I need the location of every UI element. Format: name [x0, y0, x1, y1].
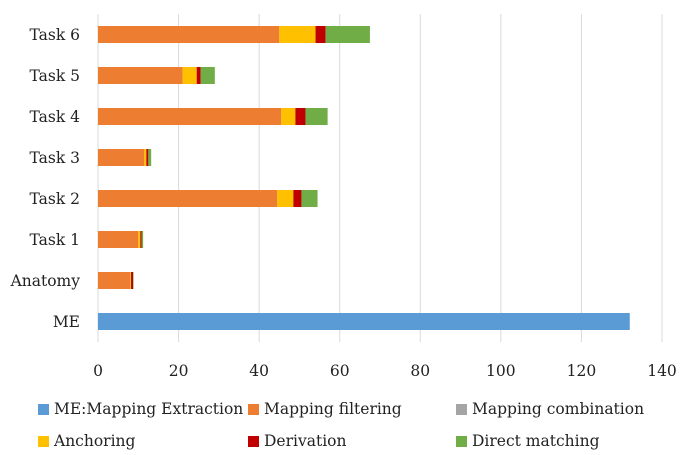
bar-anatomy-mapping-filtering	[98, 272, 131, 289]
bar-task-3-derivation	[146, 149, 149, 166]
category-label: Task 1	[29, 231, 80, 249]
x-tick-label: 0	[93, 362, 103, 380]
category-label: Task 2	[29, 190, 80, 208]
bar-task-2-direct-matching	[301, 190, 318, 207]
x-tick-label: 20	[169, 362, 189, 380]
bar-anatomy-direct-matching	[133, 272, 134, 289]
bar-task-3-direct-matching	[148, 149, 152, 166]
bar-task-4-direct-matching	[305, 108, 328, 125]
bar-task-3-mapping-filtering	[98, 149, 145, 166]
category-labels: ME Anatomy Task 1 Task 2 Task 3 Task 4 Task 5 T…	[10, 26, 81, 331]
bar-anatomy-anchoring	[130, 272, 132, 289]
bar-task-6-mapping-filtering	[98, 26, 280, 43]
bar-task-5-anchoring	[182, 67, 197, 84]
x-tick-label: 80	[410, 362, 430, 380]
gridlines	[97, 14, 663, 342]
bar-task-4-anchoring	[281, 108, 296, 125]
bar-task-1-direct-matching	[141, 231, 144, 248]
category-label: ME	[53, 313, 80, 331]
category-label: Task 6	[29, 26, 80, 44]
bar-task-1-anchoring	[138, 231, 141, 248]
bar-anatomy-derivation	[131, 272, 134, 289]
x-tick-labels: 0 20 40 60 80 100 120 140	[93, 362, 677, 380]
bar-task-6-derivation	[315, 26, 326, 43]
bar-task-5-derivation	[196, 67, 201, 84]
bar-task-4-derivation	[295, 108, 306, 125]
category-label: Task 3	[29, 149, 80, 167]
category-label: Task 5	[29, 67, 80, 85]
bar-task-1-mapping-filtering	[98, 231, 139, 248]
x-tick-label: 100	[486, 362, 516, 380]
x-tick-label: 120	[567, 362, 597, 380]
bar-task-6-direct-matching	[325, 26, 370, 43]
bar-task-1-derivation	[140, 231, 142, 248]
x-tick-label: 140	[647, 362, 677, 380]
bar-task-3-anchoring	[144, 149, 147, 166]
x-tick-label: 40	[249, 362, 269, 380]
bar-task-4-mapping-filtering	[98, 108, 282, 125]
bar-task-6-anchoring	[279, 26, 316, 43]
bars	[98, 26, 630, 330]
category-label: Task 4	[29, 108, 80, 126]
category-label: Anatomy	[10, 272, 81, 290]
bar-task-5-direct-matching	[200, 67, 215, 84]
bar-me-me-mapping-extraction	[98, 313, 630, 330]
x-tick-label: 60	[330, 362, 350, 380]
bar-task-2-mapping-filtering	[98, 190, 278, 207]
bar-task-2-derivation	[293, 190, 302, 207]
bar-task-2-anchoring	[277, 190, 294, 207]
bar-task-5-mapping-filtering	[98, 67, 183, 84]
